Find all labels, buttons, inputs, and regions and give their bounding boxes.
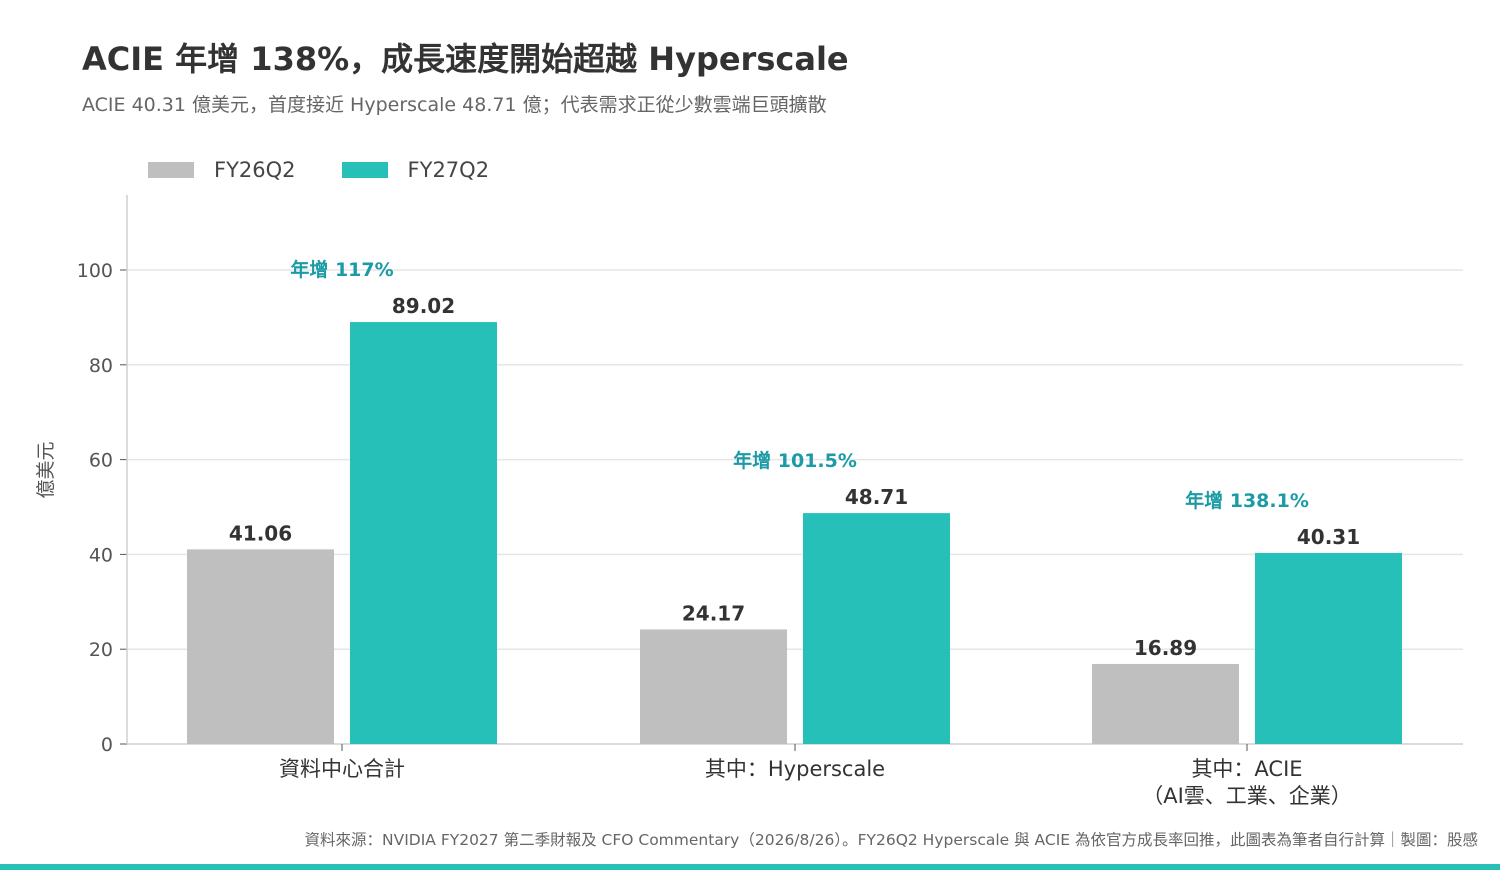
chart-title: ACIE 年增 138%，成長速度開始超越 Hyperscale bbox=[82, 40, 849, 78]
bar-value-label: 24.17 bbox=[682, 601, 745, 625]
x-category-label: 其中：Hyperscale bbox=[705, 757, 885, 781]
y-tick-label: 80 bbox=[89, 355, 113, 377]
bar-value-label: 89.02 bbox=[392, 294, 455, 318]
y-tick-label: 20 bbox=[89, 639, 113, 661]
bar-fy27 bbox=[803, 513, 950, 744]
bottom-accent-bar bbox=[0, 864, 1500, 870]
bar-value-label: 48.71 bbox=[845, 485, 908, 509]
legend-swatch-fy27 bbox=[341, 162, 388, 178]
y-axis-label: 億美元 bbox=[35, 441, 57, 498]
x-category-label: 其中：ACIE bbox=[1191, 757, 1302, 781]
source-note: 資料來源：NVIDIA FY2027 第二季財報及 CFO Commentary… bbox=[304, 831, 1478, 849]
x-category-label: （AI雲、工業、企業） bbox=[1142, 784, 1352, 808]
chart-subtitle: ACIE 40.31 億美元，首度接近 Hyperscale 48.71 億；代… bbox=[82, 94, 827, 116]
y-tick-label: 0 bbox=[101, 734, 113, 756]
bar-fy27 bbox=[350, 322, 497, 744]
bar-fy27 bbox=[1255, 552, 1402, 744]
legend: FY26Q2 FY27Q2 bbox=[148, 158, 535, 182]
bar-fy26 bbox=[187, 549, 334, 744]
bar-fy26 bbox=[1092, 663, 1239, 744]
legend-item-fy26: FY26Q2 bbox=[148, 158, 296, 182]
y-tick-label: 60 bbox=[89, 450, 113, 472]
growth-label: 年增 138.1% bbox=[1185, 489, 1309, 512]
x-category-label: 資料中心合計 bbox=[279, 757, 405, 781]
legend-label-fy26: FY26Q2 bbox=[214, 158, 296, 182]
legend-swatch-fy26 bbox=[148, 162, 194, 178]
bar-value-label: 40.31 bbox=[1297, 525, 1360, 549]
growth-label: 年增 117% bbox=[290, 258, 393, 281]
growth-label: 年增 101.5% bbox=[733, 449, 857, 472]
bar-value-label: 16.89 bbox=[1134, 636, 1197, 660]
legend-label-fy27: FY27Q2 bbox=[407, 158, 490, 182]
bar-fy26 bbox=[640, 629, 787, 744]
y-tick-label: 100 bbox=[77, 260, 113, 282]
legend-item-fy27: FY27Q2 bbox=[341, 158, 490, 182]
bar-value-label: 41.06 bbox=[229, 521, 292, 545]
y-tick-label: 40 bbox=[89, 544, 113, 566]
